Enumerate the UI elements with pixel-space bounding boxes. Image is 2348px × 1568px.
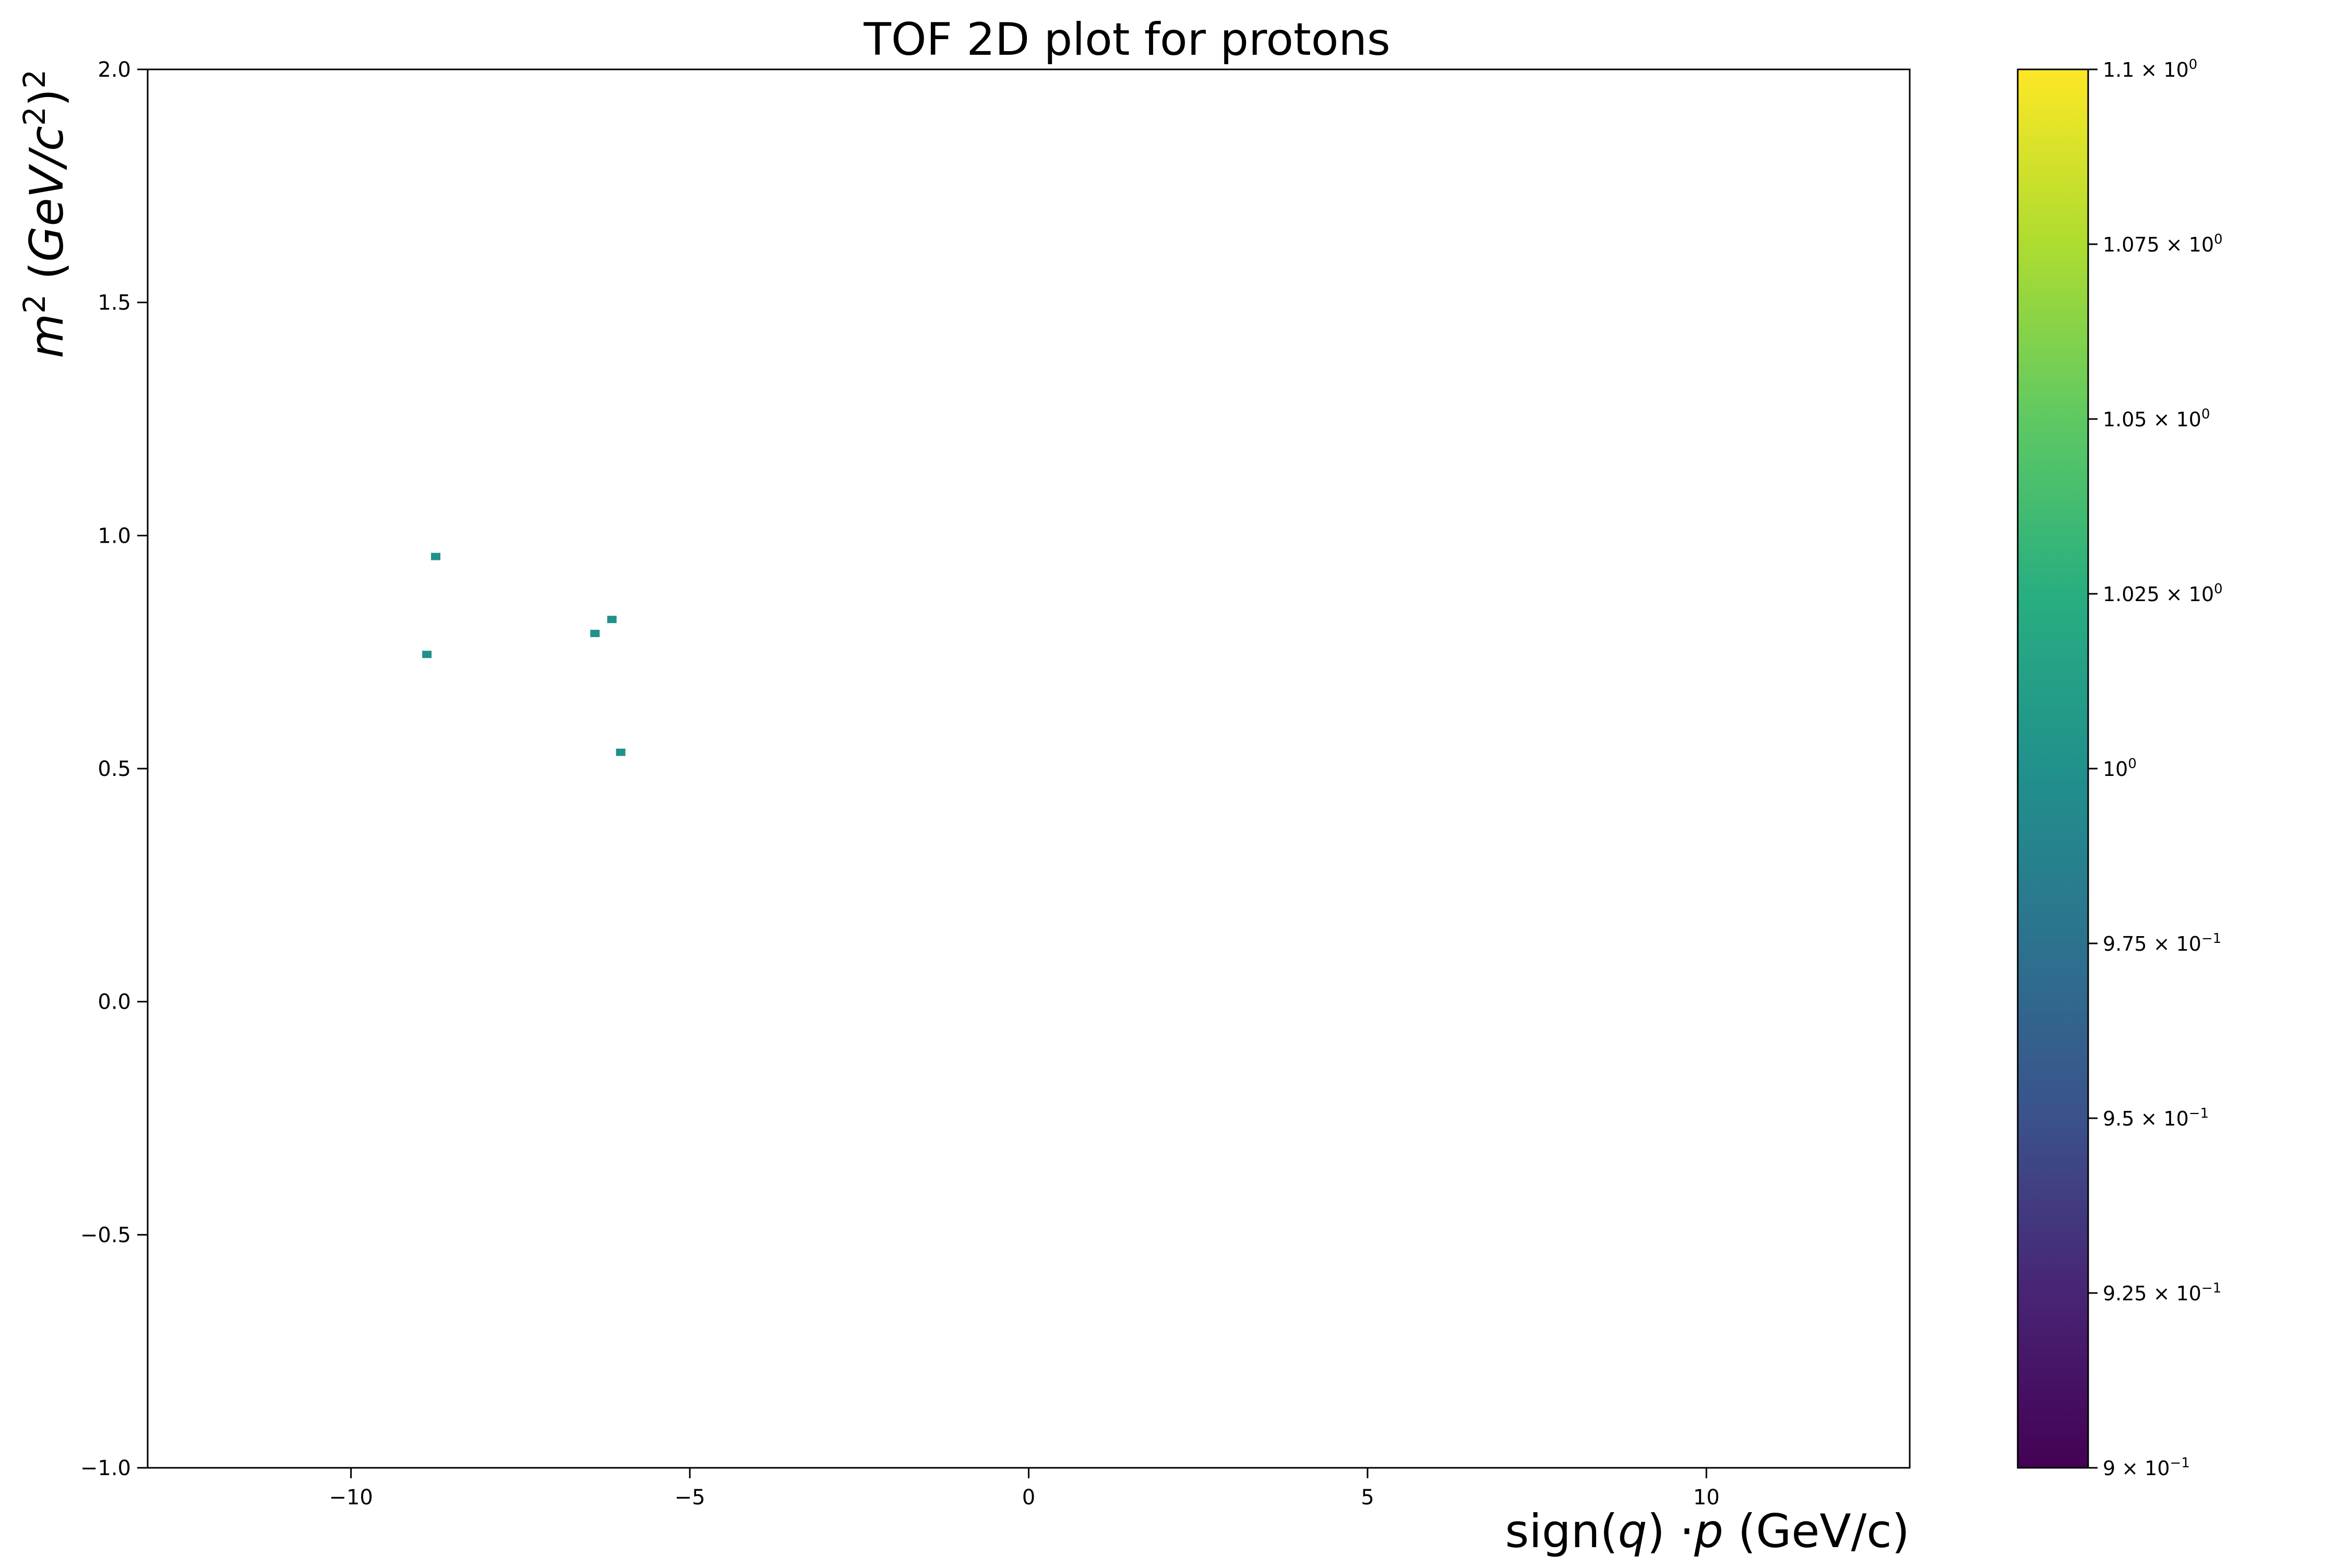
colorbar-ticks: 1.1 × 100 1.075 × 100 1.05 × 100 1.025 × 10… [2088,57,2223,1480]
heatmap-cell [431,553,441,560]
x-tick-label: 10 [1693,1486,1720,1510]
y-tick-label: −1.0 [80,1456,131,1480]
heatmap-cell [590,629,600,637]
colorbar-tick-label: 9.5 × 10−1 [2103,1106,2209,1130]
chart-title: TOF 2D plot for protons [863,14,1390,66]
y-tick-label: −0.5 [80,1223,131,1247]
colorbar-tick-label: 9 × 10−1 [2103,1455,2190,1480]
y-tick-label: 1.5 [98,291,131,315]
colorbar-tick-label: 1.075 × 100 [2103,232,2223,256]
colorbar-tick-label: 1.1 × 100 [2103,57,2197,81]
plot-area [147,68,1911,1469]
colorbar-tick-label: 1.025 × 100 [2103,581,2223,606]
colorbar-tick-label: 1.05 × 100 [2103,406,2210,431]
colorbar-tick-label: 9.25 × 10−1 [2103,1280,2221,1305]
x-axis-ticks: −10 −5 0 5 10 [329,1468,1720,1510]
y-tick-label: 0.0 [98,990,131,1014]
heatmap-cells [422,553,626,756]
x-axis-label: sign(q) ·p (GeV/c) [1505,1504,1910,1558]
heatmap-cell [616,748,626,756]
x-tick-label: −5 [675,1486,705,1510]
x-tick-label: 0 [1022,1486,1035,1510]
x-tick-label: 5 [1361,1486,1374,1510]
heatmap-cell [422,651,432,659]
colorbar-tick-label: 9.75 × 10−1 [2103,931,2221,955]
colorbar [2017,68,2089,1469]
y-tick-label: 0.5 [98,757,131,781]
x-tick-label: −10 [329,1486,373,1510]
heatmap-cell [607,616,617,624]
y-tick-label: 1.0 [98,524,131,548]
colorbar-tick-label: 100 [2103,756,2137,781]
y-axis-label: m2 (GeV/c2)2 [17,69,74,358]
y-axis-ticks: −1.0 −0.5 0.0 0.5 1.0 1.5 2.0 [80,58,148,1480]
y-tick-label: 2.0 [98,58,131,82]
